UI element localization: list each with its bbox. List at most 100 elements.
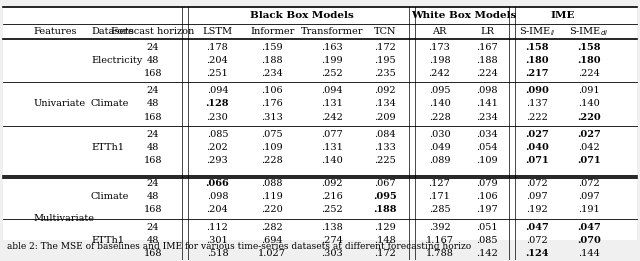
Text: .106: .106 <box>261 86 283 95</box>
Text: .129: .129 <box>374 223 396 232</box>
Text: 48: 48 <box>147 99 159 109</box>
Text: AR: AR <box>432 27 447 36</box>
Text: 168: 168 <box>143 249 162 258</box>
Text: .119: .119 <box>261 192 283 201</box>
Text: .127: .127 <box>429 179 451 188</box>
Text: .180: .180 <box>577 56 601 65</box>
Text: 168: 168 <box>143 156 162 165</box>
Text: .094: .094 <box>207 86 228 95</box>
Text: .112: .112 <box>207 223 228 232</box>
Text: .282: .282 <box>261 223 283 232</box>
Text: .067: .067 <box>374 179 396 188</box>
Text: .242: .242 <box>321 113 343 122</box>
Text: Climate: Climate <box>91 192 129 201</box>
Text: .071: .071 <box>525 156 549 165</box>
Text: .224: .224 <box>476 69 498 78</box>
Text: .085: .085 <box>207 130 228 139</box>
Text: .079: .079 <box>476 179 498 188</box>
Text: .054: .054 <box>476 143 498 152</box>
Text: .202: .202 <box>207 143 228 152</box>
Text: .188: .188 <box>373 205 396 215</box>
Text: .195: .195 <box>374 56 396 65</box>
Text: .090: .090 <box>525 86 549 95</box>
Text: .694: .694 <box>261 236 283 245</box>
Text: .040: .040 <box>525 143 549 152</box>
Text: .209: .209 <box>374 113 396 122</box>
Text: .109: .109 <box>476 156 498 165</box>
Text: .138: .138 <box>321 223 343 232</box>
Text: .173: .173 <box>429 43 451 52</box>
Text: .192: .192 <box>526 205 548 215</box>
Text: Multivariate: Multivariate <box>33 214 94 223</box>
Text: .071: .071 <box>577 156 601 165</box>
Text: .217: .217 <box>525 69 549 78</box>
Text: .234: .234 <box>476 113 498 122</box>
Text: 1.788: 1.788 <box>426 249 453 258</box>
Text: .098: .098 <box>477 86 498 95</box>
Text: 168: 168 <box>143 205 162 215</box>
Text: LR: LR <box>480 27 494 36</box>
Text: Forecast horizon: Forecast horizon <box>111 27 195 36</box>
Text: able 2: The MSE of baselines and IME for various time-series datasets at differe: able 2: The MSE of baselines and IME for… <box>8 242 472 251</box>
Text: .303: .303 <box>321 249 343 258</box>
Text: .047: .047 <box>525 223 549 232</box>
Text: .098: .098 <box>207 192 228 201</box>
Text: 1.167: 1.167 <box>426 236 454 245</box>
Text: .172: .172 <box>374 43 396 52</box>
Text: .172: .172 <box>374 249 396 258</box>
Text: .109: .109 <box>261 143 283 152</box>
Text: S-IME$_{ii}$: S-IME$_{ii}$ <box>518 25 556 38</box>
Text: .197: .197 <box>476 205 498 215</box>
Text: 48: 48 <box>147 56 159 65</box>
Text: .088: .088 <box>262 179 283 188</box>
Text: .163: .163 <box>321 43 343 52</box>
Text: .089: .089 <box>429 156 450 165</box>
Text: .159: .159 <box>261 43 283 52</box>
Text: .242: .242 <box>429 69 451 78</box>
Text: .158: .158 <box>525 43 549 52</box>
Text: 1.027: 1.027 <box>258 249 286 258</box>
Text: ETTh1: ETTh1 <box>91 236 124 245</box>
Text: .140: .140 <box>429 99 451 109</box>
Text: .313: .313 <box>261 113 283 122</box>
Text: .097: .097 <box>578 192 600 201</box>
Text: .180: .180 <box>525 56 549 65</box>
Text: .235: .235 <box>374 69 396 78</box>
Text: .131: .131 <box>321 99 343 109</box>
Text: .204: .204 <box>207 56 228 65</box>
Text: .027: .027 <box>525 130 549 139</box>
Text: 48: 48 <box>147 143 159 152</box>
Text: .158: .158 <box>577 43 600 52</box>
Text: 48: 48 <box>147 192 159 201</box>
Text: .094: .094 <box>321 86 343 95</box>
Text: .220: .220 <box>577 113 601 122</box>
Text: .188: .188 <box>476 56 498 65</box>
Text: Univariate: Univariate <box>33 99 85 109</box>
Text: .216: .216 <box>321 192 343 201</box>
Text: .128: .128 <box>205 99 229 109</box>
Text: .070: .070 <box>577 236 601 245</box>
Text: .293: .293 <box>207 156 228 165</box>
Text: Black Box Models: Black Box Models <box>250 11 353 20</box>
Text: .222: .222 <box>526 113 548 122</box>
Text: 168: 168 <box>143 69 162 78</box>
Text: ETTh1: ETTh1 <box>91 143 124 152</box>
Text: .047: .047 <box>577 223 601 232</box>
Text: White Box Models: White Box Models <box>411 11 516 20</box>
Text: .140: .140 <box>321 156 343 165</box>
Text: .091: .091 <box>578 86 600 95</box>
Text: .204: .204 <box>207 205 228 215</box>
Text: .034: .034 <box>476 130 498 139</box>
Text: .027: .027 <box>577 130 601 139</box>
Text: .092: .092 <box>374 86 396 95</box>
Text: .042: .042 <box>578 143 600 152</box>
Text: .171: .171 <box>429 192 451 201</box>
Text: Features: Features <box>33 27 77 36</box>
Text: .075: .075 <box>261 130 283 139</box>
Text: .072: .072 <box>526 236 548 245</box>
Text: .085: .085 <box>477 236 498 245</box>
Text: .285: .285 <box>429 205 451 215</box>
Text: .167: .167 <box>476 43 498 52</box>
Text: .220: .220 <box>261 205 283 215</box>
Text: .176: .176 <box>261 99 283 109</box>
